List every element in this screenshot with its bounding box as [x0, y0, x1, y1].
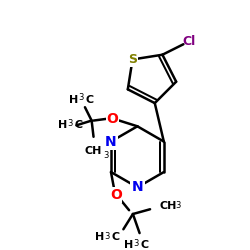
Text: H: H [124, 240, 133, 250]
Text: C: C [86, 94, 94, 104]
Text: H: H [69, 94, 78, 104]
Text: 3: 3 [78, 94, 84, 102]
Text: H: H [95, 232, 104, 242]
Text: S: S [128, 53, 137, 66]
Text: O: O [107, 112, 118, 126]
Text: C: C [140, 240, 149, 250]
Text: Cl: Cl [182, 35, 196, 48]
Text: CH: CH [85, 146, 102, 156]
Text: N: N [105, 134, 117, 148]
Text: C: C [112, 232, 120, 242]
Text: H: H [58, 120, 67, 130]
Text: N: N [132, 180, 143, 194]
Text: CH: CH [160, 202, 177, 211]
Text: 3: 3 [67, 119, 72, 128]
Text: C: C [74, 120, 82, 130]
Text: 3: 3 [104, 232, 110, 241]
Text: 3: 3 [175, 201, 180, 210]
Text: 3: 3 [133, 239, 138, 248]
Text: 3: 3 [103, 151, 108, 160]
Text: O: O [110, 188, 122, 202]
